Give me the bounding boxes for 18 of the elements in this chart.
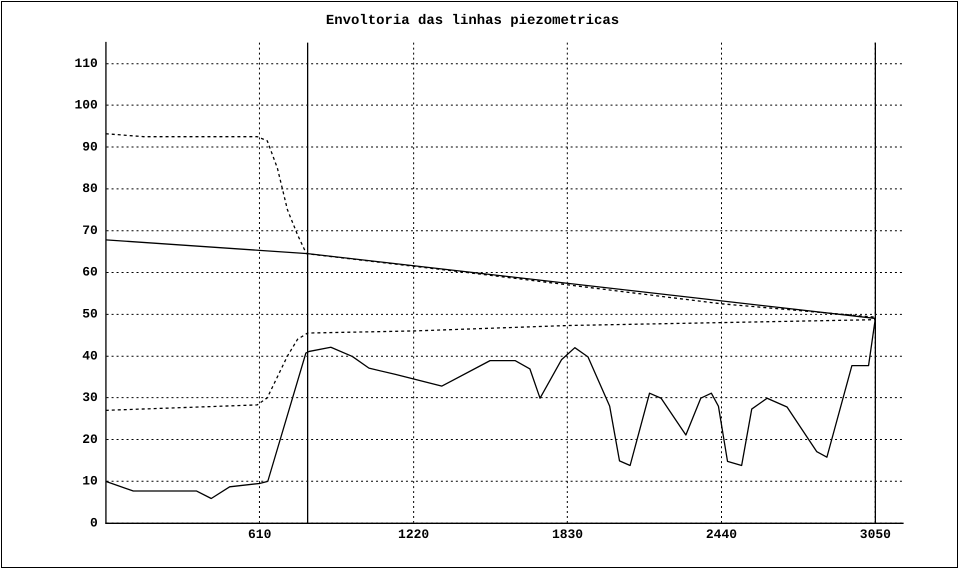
x-tick-label: 3050: [860, 527, 892, 542]
y-tick-label: 80: [82, 181, 98, 196]
y-tick-label: 30: [82, 390, 98, 406]
x-tick-label: 1830: [552, 527, 584, 542]
y-tick-label: 110: [74, 56, 98, 71]
y-tick-label: 100: [74, 98, 98, 113]
y-tick-label: 40: [82, 348, 98, 364]
y-tick-label: 50: [82, 306, 98, 322]
y-tick-label: 20: [82, 432, 98, 447]
x-tick-label: 1220: [398, 527, 430, 542]
y-tick-label: 10: [82, 474, 98, 489]
x-tick-label: 610: [248, 527, 272, 542]
y-tick-label: 60: [82, 264, 98, 280]
y-tick-label: 0: [90, 515, 98, 530]
x-tick-label: 2440: [706, 527, 738, 542]
y-tick-label: 90: [82, 139, 98, 154]
y-tick-label: 70: [82, 222, 98, 238]
chart-title: Envoltoria das linhas piezometricas: [326, 12, 620, 29]
